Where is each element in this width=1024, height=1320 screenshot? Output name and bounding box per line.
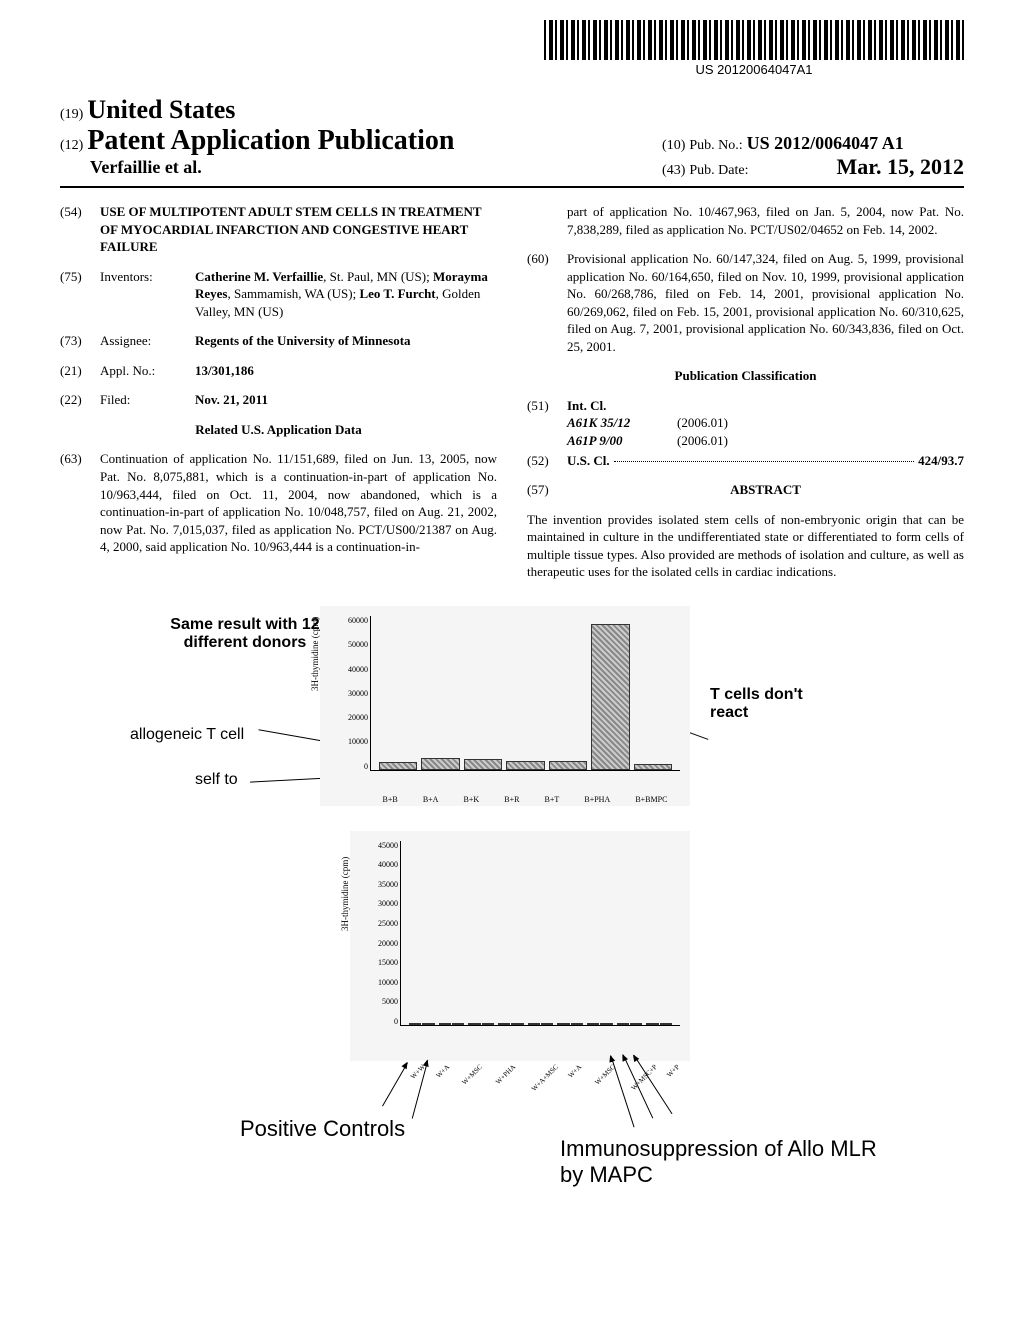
chart1-yaxis: 6000050000400003000020000100000: [330, 616, 368, 771]
chart1-xlabels: B+BB+AB+KB+RB+TB+PHAB+BMPC: [370, 795, 680, 804]
uscl-value: 424/93.7: [918, 452, 964, 470]
ann-self-to: self to: [195, 771, 238, 789]
assignee-value: Regents of the University of Minnesota: [195, 332, 497, 350]
pub-date: Mar. 15, 2012: [836, 154, 964, 179]
provisional-num: (60): [527, 250, 567, 355]
left-column: (54) USE OF MULTIPOTENT ADULT STEM CELLS…: [60, 203, 497, 581]
chart2-bars: [400, 841, 680, 1026]
country-name: United States: [87, 95, 235, 124]
intcl-1: A61K 35/12: [567, 414, 677, 432]
chart-1: 3H-thymidine (cpm) 600005000040000300002…: [320, 606, 690, 806]
provisional-text: Provisional application No. 60/147,324, …: [567, 250, 964, 355]
intcl-2-year: (2006.01): [677, 432, 728, 450]
chart-2: 3H-thymidine (cpm) 450004000035000300002…: [350, 831, 690, 1061]
chart2-xlabels: W+WW+AW+MSCW+PHAW+A+MSCW+AW+MSCW+MSC+PW+…: [400, 1063, 680, 1071]
appl-num: (21): [60, 362, 100, 380]
continuation-text: Continuation of application No. 11/151,6…: [100, 450, 497, 555]
authors: Verfaillie et al.: [90, 157, 202, 177]
abstract-label: ABSTRACT: [567, 481, 964, 499]
figure-area: Same result with 12 different donors all…: [60, 606, 964, 1206]
intcl-1-year: (2006.01): [677, 414, 728, 432]
invention-title: USE OF MULTIPOTENT ADULT STEM CELLS IN T…: [100, 203, 497, 256]
header-section: (19) United States (12) Patent Applicati…: [60, 95, 964, 188]
filed-num: (22): [60, 391, 100, 409]
title-num: (54): [60, 203, 100, 256]
pub-no: US 2012/0064047 A1: [747, 133, 904, 153]
doc-type: Patent Application Publication: [87, 125, 454, 156]
intcl-num: (51): [527, 397, 567, 450]
chart2-ylabel: 3H-thymidine (cpm): [340, 857, 350, 931]
barcode-area: US 20120064047A1: [544, 20, 964, 77]
code-12: (12): [60, 138, 83, 153]
uscl-num: (52): [527, 452, 567, 470]
filed-label: Filed:: [100, 391, 195, 409]
ann-tcells-dont: T cells don't react: [710, 686, 830, 722]
intcl-2: A61P 9/00: [567, 432, 677, 450]
continuation-num: (63): [60, 450, 100, 555]
ann-allo-tcell: allogeneic T cell: [130, 726, 244, 744]
dotted-leader: [614, 461, 915, 462]
code-43: (43): [662, 163, 685, 178]
ann-same-result: Same result with 12 different donors: [170, 616, 320, 652]
right-column: part of application No. 10/467,963, file…: [527, 203, 964, 581]
abstract-text: The invention provides isolated stem cel…: [527, 511, 964, 581]
related-heading: Related U.S. Application Data: [60, 421, 497, 439]
filed-value: Nov. 21, 2011: [195, 391, 497, 409]
ann-immunosuppression: Immunosuppression of Allo MLR by MAPC: [560, 1136, 880, 1188]
assignee-label: Assignee:: [100, 332, 195, 350]
assignee-num: (73): [60, 332, 100, 350]
inventors-num: (75): [60, 268, 100, 321]
main-content: (54) USE OF MULTIPOTENT ADULT STEM CELLS…: [60, 203, 964, 581]
barcode-graphic: [544, 20, 964, 60]
arrow-4: [382, 1062, 408, 1106]
continuation-cont: part of application No. 10/467,963, file…: [527, 203, 964, 238]
abstract-num: (57): [527, 481, 567, 499]
inventors-value: Catherine M. Verfaillie, St. Paul, MN (U…: [195, 268, 497, 321]
chart1-ylabel: 3H-thymidine (cpm): [310, 617, 320, 691]
code-10: (10): [662, 138, 685, 153]
pub-no-label: Pub. No.:: [689, 138, 742, 153]
intcl-label: Int. Cl.: [567, 397, 964, 415]
uscl-label: U.S. Cl.: [567, 452, 610, 470]
barcode-number: US 20120064047A1: [544, 62, 964, 77]
appl-label: Appl. No.:: [100, 362, 195, 380]
chart2-yaxis: 4500040000350003000025000200001500010000…: [360, 841, 398, 1026]
inventors-label: Inventors:: [100, 268, 195, 321]
pub-date-label: Pub. Date:: [689, 163, 748, 178]
code-19: (19): [60, 107, 83, 122]
ann-positive-controls: Positive Controls: [240, 1116, 405, 1142]
appl-value: 13/301,186: [195, 362, 497, 380]
chart1-bars: [370, 616, 680, 771]
classification-heading: Publication Classification: [527, 367, 964, 385]
